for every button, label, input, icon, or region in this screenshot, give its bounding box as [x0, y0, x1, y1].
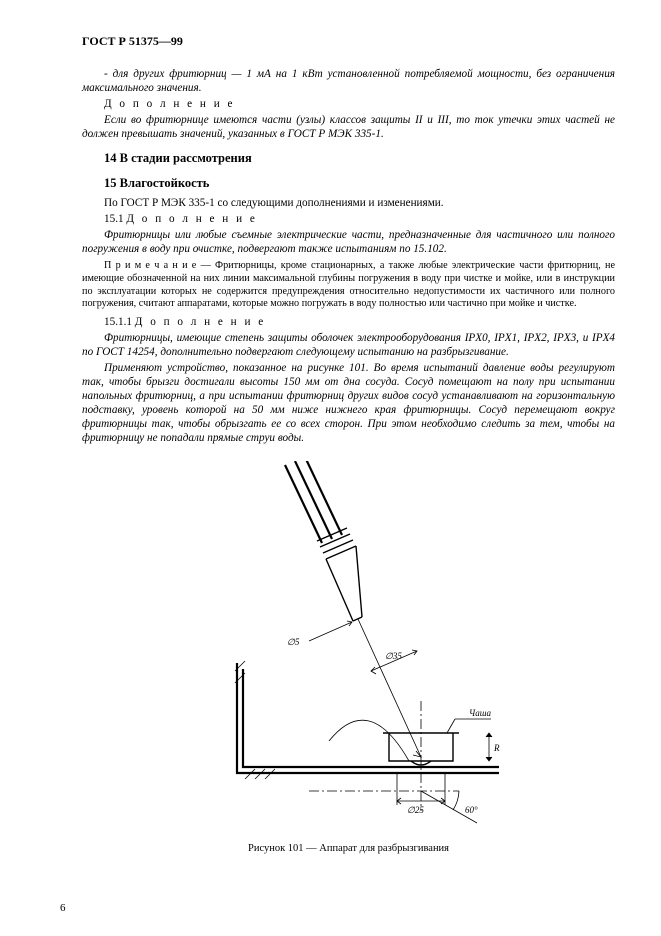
- para-15-1-1-a: Фритюрницы, имеющие степень защиты оболо…: [82, 331, 615, 359]
- pipe-group: [285, 461, 342, 543]
- para-leakage: Если во фритюрнице имеются части (узлы) …: [82, 113, 615, 141]
- para-15-intro: По ГОСТ Р МЭК 335-1 со следующими дополн…: [82, 196, 615, 210]
- para-15-1-1-label: 15.1.1 Д о п о л н е н и е: [82, 315, 615, 329]
- section-15-title: 15 Влагостойкость: [104, 176, 615, 191]
- dim-r: [486, 733, 492, 761]
- label-cup: Чаша: [469, 708, 491, 718]
- label-r: R: [493, 743, 500, 753]
- addition-label-1: Д о п о л н е н и е: [82, 97, 615, 111]
- section-14-title: 14 В стадии рассмотрения: [104, 151, 615, 166]
- splash-apparatus-diagram: ∅5 ∅35: [159, 461, 539, 831]
- note-15-1: П р и м е ч а н и е — Фритюрницы, кроме …: [82, 260, 615, 311]
- coupling: [317, 528, 356, 559]
- hatching: [235, 661, 275, 779]
- cup-leader2: [447, 719, 455, 733]
- addition-word: Д о п о л н е н и е: [104, 98, 235, 110]
- dim-d5: [309, 621, 352, 641]
- label-d25: ∅25: [407, 805, 424, 815]
- label-d5: ∅5: [287, 637, 300, 647]
- stand: [237, 663, 499, 773]
- addition-word: Д о п о л н е н и е: [126, 213, 257, 225]
- figure-101: ∅5 ∅35: [82, 461, 615, 836]
- addition-word: Д о п о л н е н и е: [135, 316, 266, 328]
- num: 15.1: [104, 213, 126, 225]
- para-other-fryers: - для других фритюрниц — 1 мА на 1 кВт у…: [82, 67, 615, 95]
- para-15-1-label: 15.1 Д о п о л н е н и е: [82, 212, 615, 226]
- para-15-1-body: Фритюрницы или любые съемные электрическ…: [82, 228, 615, 256]
- num: 15.1.1: [104, 316, 135, 328]
- label-angle: 60°: [465, 805, 478, 815]
- label-d35: ∅35: [385, 651, 402, 661]
- page-number: 6: [60, 902, 66, 914]
- doc-header: ГОСТ Р 51375—99: [82, 34, 615, 49]
- figure-caption: Рисунок 101 — Аппарат для разбрызгивания: [82, 842, 615, 855]
- para-15-1-1-b: Применяют устройство, показанное на рису…: [82, 361, 615, 445]
- splash-curve: [329, 720, 409, 761]
